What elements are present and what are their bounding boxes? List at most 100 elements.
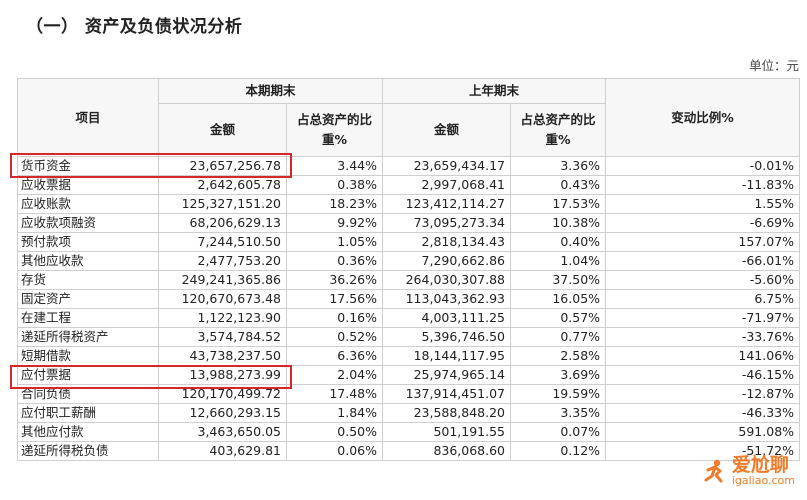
row-name: 其他应收款 [17,251,159,271]
header-item: 项目 [17,78,159,157]
cur-ratio-cell: 0.52% [285,327,384,347]
prev-amount-cell: 2,818,134.43 [382,232,512,252]
row-name: 应收票据 [17,175,159,195]
change-cell: -46.33% [605,403,801,423]
cur-ratio-cell: 3.44% [285,156,384,176]
prev-ratio-cell: 17.53% [510,194,607,214]
section-title: （一） 资产及负债状况分析 [26,17,243,37]
cur-ratio-cell: 17.56% [285,289,384,309]
header-current-period: 本期期末 [157,78,384,104]
cur-ratio-cell: 0.16% [285,308,384,328]
change-cell: -33.76% [605,327,801,347]
row-name: 应付职工薪酬 [17,403,159,423]
cur-ratio-cell: 1.84% [285,403,384,423]
cur-ratio-cell: 1.05% [285,232,384,252]
cur-ratio-cell: 0.06% [285,441,384,461]
prev-ratio-cell: 0.77% [510,327,607,347]
cur-ratio-cell: 0.38% [285,175,384,195]
table-row: 存货 249,241,365.86 36.26% 264,030,307.88 37.5… [17,270,801,290]
header-cur-ratio: 占总资产的比 重% [285,103,384,157]
cur-amount-cell: 7,244,510.50 [158,232,287,252]
table-row: 预付款项 7,244,510.50 1.05% 2,818,134.43 0.40% 15… [17,232,801,252]
prev-ratio-cell: 16.05% [510,289,607,309]
row-name: 递延所得税资产 [17,327,159,347]
table-row: 递延所得税负债 403,629.81 0.06% 836,068.60 0.12% -51… [17,441,801,461]
table-row: 应收款项融资 68,206,629.13 9.92% 73,095,273.34 10.… [17,213,801,233]
row-name: 短期借款 [17,346,159,366]
table-row: 应收账款 125,327,151.20 18.23% 123,412,114.27 17… [17,194,801,214]
row-name: 其他应付款 [17,422,159,442]
cur-amount-cell: 3,463,650.05 [158,422,287,442]
change-cell: 6.75% [605,289,801,309]
change-cell: 157.07% [605,232,801,252]
prev-amount-cell: 4,003,111.25 [382,308,512,328]
change-cell: 141.06% [605,346,801,366]
cur-ratio-cell: 2.04% [285,365,384,385]
prev-amount-cell: 836,068.60 [382,441,512,461]
table-row: 应付职工薪酬 12,660,293.15 1.84% 23,588,848.20 3.3… [17,403,801,423]
header-prev-ratio: 占总资产的比 重% [510,103,607,157]
prev-amount-cell: 23,659,434.17 [382,156,512,176]
table-row: 其他应收款 2,477,753.20 0.36% 7,290,662.86 1.04% -… [17,251,801,271]
prev-ratio-cell: 2.58% [510,346,607,366]
running-figure-icon [704,459,723,483]
cur-ratio-cell: 9.92% [285,213,384,233]
prev-ratio-cell: 1.04% [510,251,607,271]
cur-amount-cell: 125,327,151.20 [158,194,287,214]
prev-ratio-cell: 37.50% [510,270,607,290]
prev-amount-cell: 23,588,848.20 [382,403,512,423]
row-name: 合同负债 [17,384,159,404]
table-row: 其他应付款 3,463,650.05 0.50% 501,191.55 0.07% 591… [17,422,801,442]
prev-amount-cell: 18,144,117.95 [382,346,512,366]
cur-amount-cell: 1,122,123.90 [158,308,287,328]
cur-amount-cell: 249,241,365.86 [158,270,287,290]
cur-amount-cell: 3,574,784.52 [158,327,287,347]
cur-amount-cell: 43,738,237.50 [158,346,287,366]
prev-ratio-cell: 0.07% [510,422,607,442]
change-cell: -51.72% [605,441,801,461]
change-cell: -12.87% [605,384,801,404]
change-cell: -11.83% [605,175,801,195]
cur-ratio-cell: 18.23% [285,194,384,214]
row-name: 预付款项 [17,232,159,252]
cur-amount-cell: 403,629.81 [158,441,287,461]
prev-amount-cell: 2,997,068.41 [382,175,512,195]
prev-amount-cell: 25,974,965.14 [382,365,512,385]
row-name: 在建工程 [17,308,159,328]
prev-ratio-cell: 3.69% [510,365,607,385]
prev-amount-cell: 7,290,662.86 [382,251,512,271]
table-row: 应收票据 2,642,605.78 0.38% 2,997,068.41 0.43% -1… [17,175,801,195]
change-cell: -71.97% [605,308,801,328]
row-name: 递延所得税负债 [17,441,159,461]
header-change: 变动比例% [605,78,801,157]
row-name: 应收账款 [17,194,159,214]
row-name: 固定资产 [17,289,159,309]
cur-amount-cell: 68,206,629.13 [158,213,287,233]
cur-ratio-cell: 0.36% [285,251,384,271]
table-row: 短期借款 43,738,237.50 6.36% 18,144,117.95 2.58%… [17,346,801,366]
table-row: 合同负债 120,170,499.72 17.48% 137,914,451.07 19… [17,384,801,404]
cur-ratio-cell: 0.50% [285,422,384,442]
prev-amount-cell: 73,095,273.34 [382,213,512,233]
cur-amount-cell: 2,477,753.20 [158,251,287,271]
row-name: 存货 [17,270,159,290]
change-cell: 591.08% [605,422,801,442]
change-cell: 1.55% [605,194,801,214]
prev-ratio-cell: 0.12% [510,441,607,461]
cur-amount-cell: 120,670,673.48 [158,289,287,309]
change-cell: -66.01% [605,251,801,271]
cur-ratio-cell: 36.26% [285,270,384,290]
prev-amount-cell: 501,191.55 [382,422,512,442]
header-prev-amount: 金额 [382,103,512,157]
cur-amount-cell: 120,170,499.72 [158,384,287,404]
table-row: 货币资金 23,657,256.78 3.44% 23,659,434.17 3.36%… [17,156,801,176]
watermark-main-text: 爱尬聊 [731,454,789,476]
prev-ratio-cell: 19.59% [510,384,607,404]
change-cell: -5.60% [605,270,801,290]
row-name: 应收款项融资 [17,213,159,233]
prev-ratio-cell: 10.38% [510,213,607,233]
table-row: 递延所得税资产 3,574,784.52 0.52% 5,396,746.50 0.77… [17,327,801,347]
watermark-sub-text: igaliao.com [731,474,795,487]
header-prior-period: 上年期末 [382,78,607,104]
prev-amount-cell: 123,412,114.27 [382,194,512,214]
